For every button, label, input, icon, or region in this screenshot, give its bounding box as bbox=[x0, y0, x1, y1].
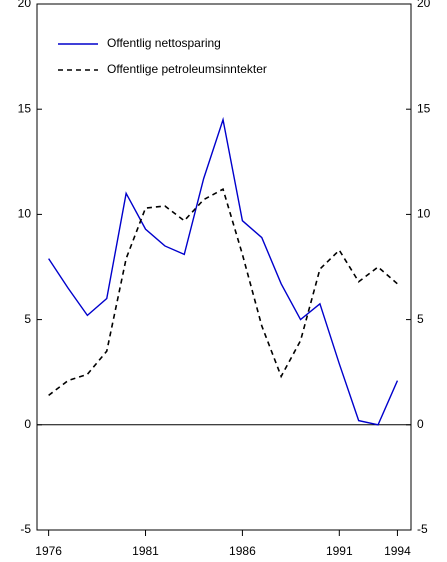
x-tick-label: 1991 bbox=[326, 544, 353, 558]
y2-tick-label: 20 bbox=[417, 0, 431, 10]
series-line bbox=[48, 116, 399, 426]
x-tick-label: 1981 bbox=[132, 544, 159, 558]
series-line bbox=[48, 187, 398, 396]
y-tick-label: 0 bbox=[24, 417, 31, 431]
y2-tick-label: 0 bbox=[417, 417, 424, 431]
y-tick-label: -5 bbox=[20, 522, 31, 536]
y-tick-label: 10 bbox=[18, 207, 32, 221]
y-tick-label: 20 bbox=[18, 0, 32, 10]
y-tick-label: 15 bbox=[18, 101, 32, 115]
legend-label: Offentlige petroleumsinntekter bbox=[107, 62, 267, 76]
y2-tick-label: 5 bbox=[417, 312, 424, 326]
y2-tick-label: 15 bbox=[417, 101, 431, 115]
x-tick-label: 1986 bbox=[229, 544, 256, 558]
y2-tick-label: -5 bbox=[417, 522, 428, 536]
y-tick-label: 5 bbox=[24, 312, 31, 326]
x-tick-label: 1976 bbox=[35, 544, 62, 558]
y2-tick-label: 10 bbox=[417, 207, 431, 221]
plot-frame bbox=[36, 3, 412, 531]
x-tick-label: 1994 bbox=[384, 544, 411, 558]
legend-label: Offentlig nettosparing bbox=[107, 36, 221, 50]
